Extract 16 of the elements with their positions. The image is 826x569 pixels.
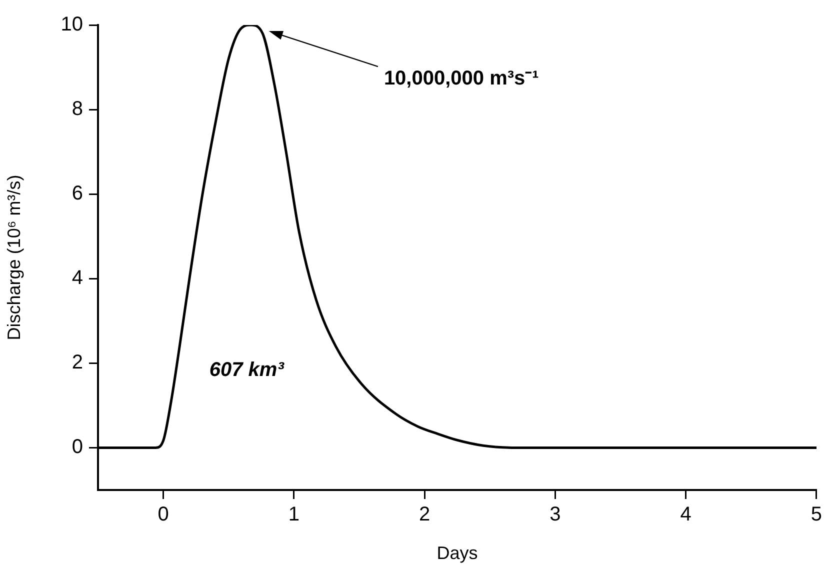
y-tick-label: 8	[72, 98, 83, 120]
y-tick-label: 2	[72, 352, 83, 374]
y-tick-label: 6	[72, 182, 83, 205]
annotation: 607 km³	[209, 359, 286, 382]
x-tick-label: 3	[550, 504, 561, 526]
y-tick-label: 0	[72, 436, 83, 458]
x-tick-label: 4	[680, 504, 692, 526]
y-axis-title: Discharge (10⁶ m³/s)	[4, 174, 24, 340]
x-tick-label: 1	[288, 504, 300, 526]
y-tick-label: 10	[60, 14, 83, 36]
annotation: 10,000,000 m³s⁻¹	[384, 68, 540, 90]
x-tick-label: 5	[810, 504, 822, 526]
x-tick-label: 2	[419, 504, 430, 526]
x-tick-label: 0	[158, 504, 169, 526]
y-tick-label: 4	[72, 267, 83, 290]
x-axis-title: Days	[436, 543, 478, 564]
